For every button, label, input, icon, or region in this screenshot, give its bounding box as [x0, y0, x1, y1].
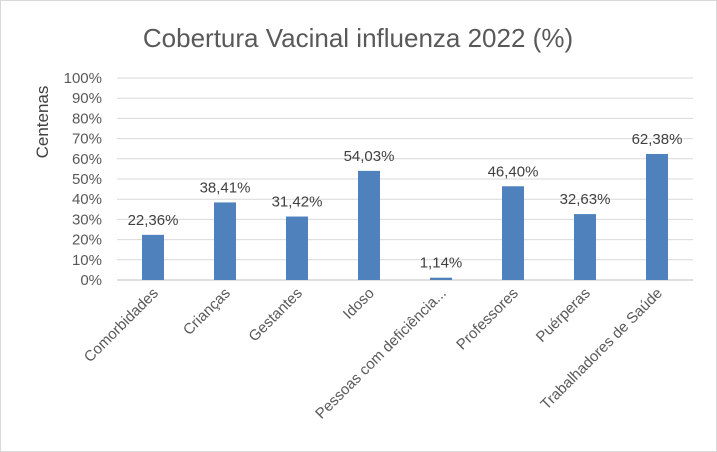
x-tick-label: Comorbidades [81, 285, 162, 366]
x-tick-label: Gestantes [245, 285, 305, 345]
data-label: 38,41% [200, 179, 251, 196]
bar [646, 153, 668, 280]
bar [430, 277, 452, 280]
bar [502, 186, 524, 280]
bar [574, 214, 596, 280]
y-axis-label: Centenas [33, 86, 52, 159]
y-tick-label: 0% [80, 272, 102, 289]
data-label: 1,14% [420, 255, 463, 272]
data-labels: 22,36% 38,41% 31,42% 54,03% 1,14% 46,40% 32,63… [128, 131, 683, 272]
bar [214, 202, 236, 280]
data-label: 22,36% [128, 212, 179, 229]
y-tick-label: 50% [72, 171, 102, 188]
chart-title: Cobertura Vacinal influenza 2022 (%) [143, 23, 573, 53]
data-label: 62,38% [632, 131, 683, 148]
y-tick-label: 80% [72, 110, 102, 127]
bar [286, 216, 308, 280]
data-label: 46,40% [488, 163, 539, 180]
data-label: 54,03% [344, 148, 395, 165]
bars [142, 153, 668, 280]
data-label: 32,63% [560, 191, 611, 208]
bar [142, 234, 164, 280]
y-tick-label: 70% [72, 131, 102, 148]
y-tick-label: 30% [72, 211, 102, 228]
x-tick-label: Professores [453, 285, 522, 354]
x-tick-label: Idoso [340, 285, 378, 323]
y-tick-label: 20% [72, 232, 102, 249]
y-tick-label: 90% [72, 90, 102, 107]
y-tick-label: 40% [72, 191, 102, 208]
gridlines [117, 77, 693, 281]
x-tick-label: Crianças [180, 285, 234, 339]
data-label: 31,42% [272, 194, 323, 211]
y-tick-labels: 0% 10% 20% 30% 40% 50% 60% 70% 80% 90% 100% [64, 70, 102, 289]
y-tick-label: 100% [64, 70, 102, 87]
y-tick-label: 60% [72, 151, 102, 168]
x-tick-label: Puérperas [533, 285, 594, 346]
x-tick-labels: Comorbidades Crianças Gestantes IdosoPessoa… [81, 285, 666, 423]
y-tick-label: 10% [72, 252, 102, 269]
x-tick-label: Pessoas com deficiência... [312, 285, 450, 423]
bar [358, 170, 380, 280]
x-tick-label: Trabalhadores de Saúde [537, 285, 665, 413]
